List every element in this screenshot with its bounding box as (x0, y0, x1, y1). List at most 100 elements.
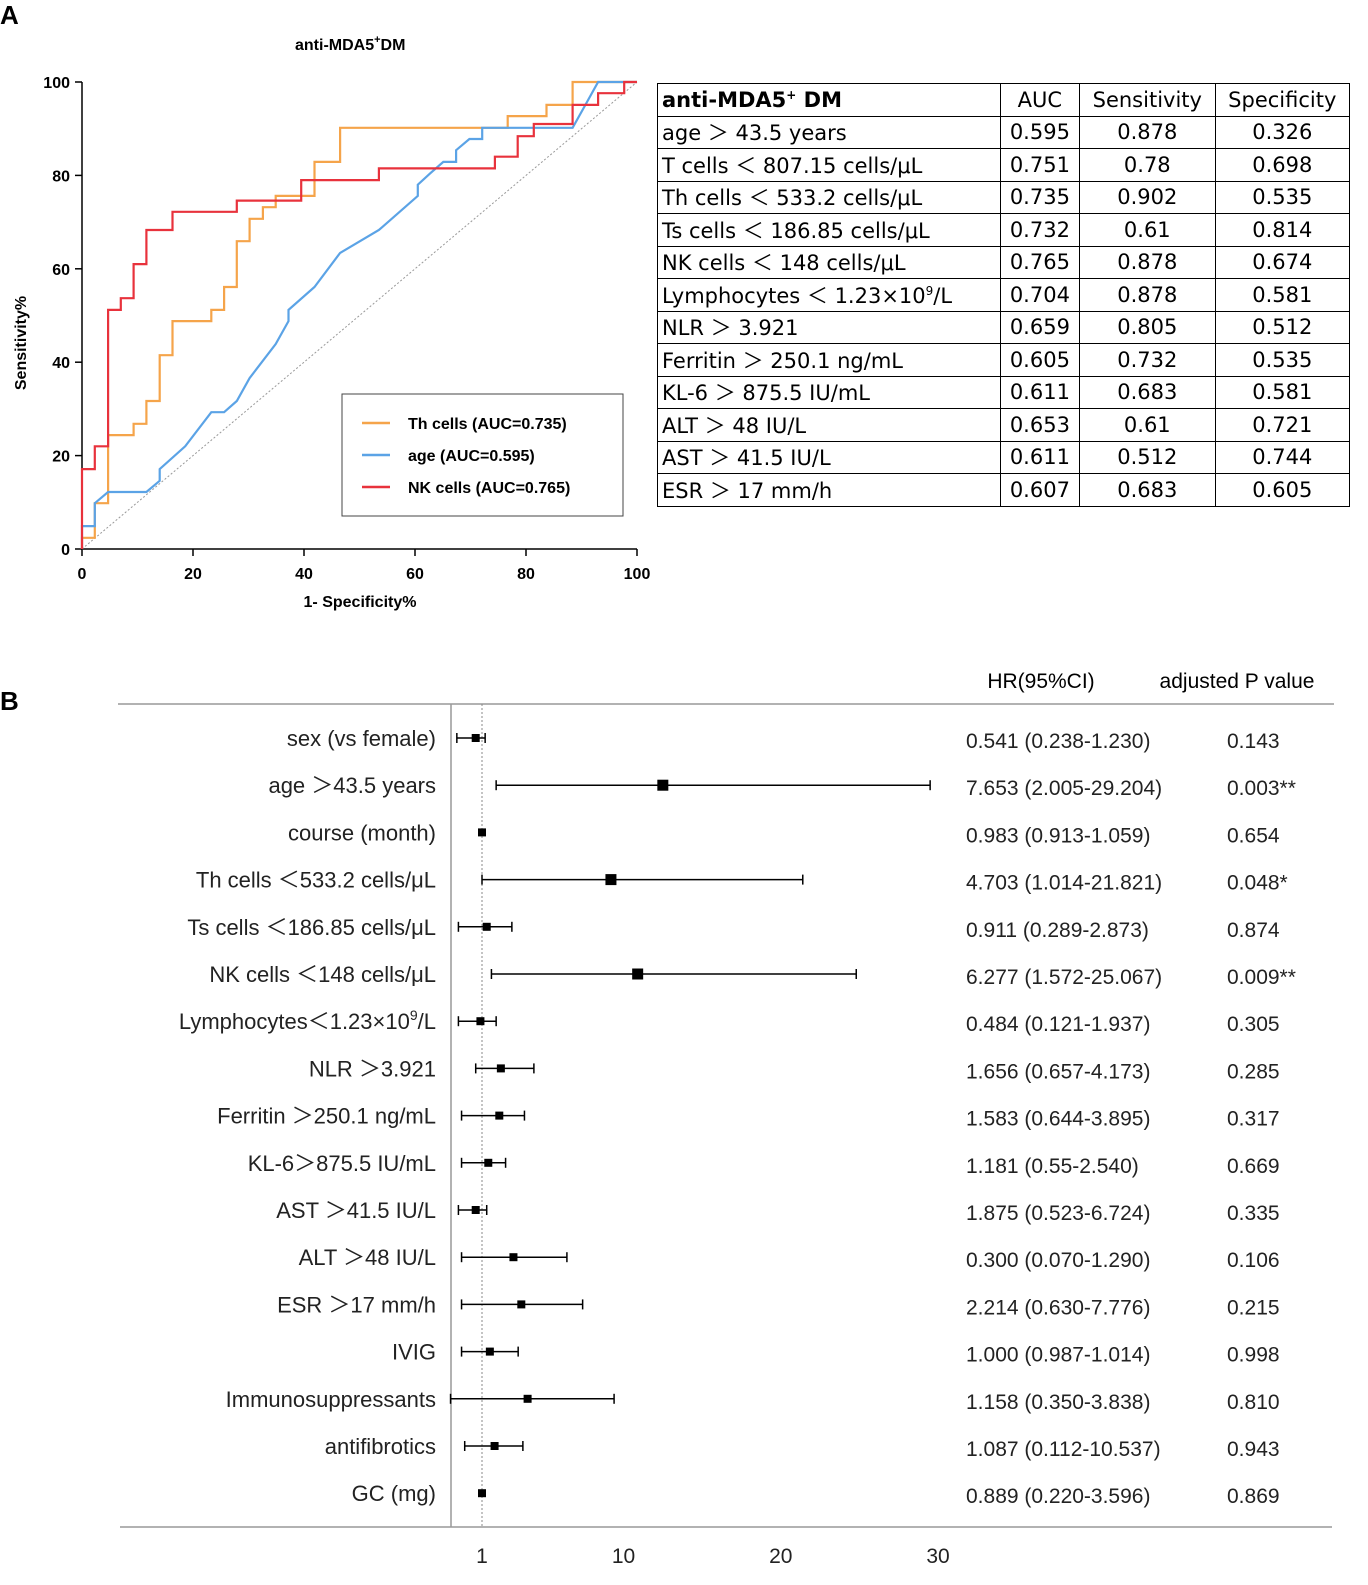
roc-x-axis-label: 1- Specificity% (304, 594, 417, 611)
roc-table-cell-auc: 0.659 (999, 310, 1080, 344)
roc-table-cell-specificity: 0.605 (1214, 473, 1351, 507)
roc-y-tick-label: 40 (52, 355, 70, 372)
roc-table-cell-sensitivity: 0.732 (1078, 343, 1216, 377)
roc-table-cell-sensitivity: 0.878 (1078, 245, 1216, 279)
forest-axis: 1 10 20 30 (476, 1545, 950, 1568)
roc-table-cell-specificity: 0.744 (1214, 440, 1351, 474)
forest-hr-value: 1.087 (0.112-10.537) (966, 1438, 1161, 1461)
forest-x-tick-label: 10 (612, 1545, 635, 1568)
roc-y-tick-label: 0 (61, 542, 70, 559)
roc-table-header-specificity: Specificity (1214, 83, 1351, 117)
roc-table-cell-specificity: 0.721 (1214, 408, 1351, 442)
forest-point-estimate (490, 1442, 499, 1450)
roc-table-cell-auc: 0.653 (999, 408, 1080, 442)
roc-table-row: T cells ＜ 807.15 cells/μL 0.751 0.78 0.698 (657, 148, 1351, 182)
forest-row: course (month) 0.983 (0.913-1.059) 0.654 (288, 820, 1280, 847)
roc-table-cell-sensitivity: 0.61 (1078, 408, 1216, 442)
forest-row: sex (vs female) 0.541 (0.238-1.230) 0.143 (287, 726, 1280, 753)
forest-hr-value: 0.541 (0.238-1.230) (966, 730, 1150, 753)
forest-hr-value: 2.214 (0.630-7.776) (966, 1296, 1150, 1319)
forest-p-value: 0.009** (1227, 966, 1296, 989)
forest-row-label: Th cells ＜533.2 cells/μL (196, 868, 436, 893)
forest-row-label: Immunosuppressants (226, 1387, 436, 1412)
roc-table-cell-sensitivity: 0.805 (1078, 310, 1216, 344)
roc-table-row: Th cells ＜ 533.2 cells/μL 0.735 0.902 0.535 (657, 180, 1351, 214)
forest-row-label: Ts cells ＜186.85 cells/μL (187, 915, 436, 940)
forest-p-value: 0.874 (1227, 919, 1280, 942)
roc-y-tick-label: 60 (52, 262, 70, 279)
forest-hr-value: 1.875 (0.523-6.724) (966, 1202, 1150, 1225)
roc-title: anti-MDA5+DM (295, 34, 405, 54)
roc-table-cell-variable: ALT ＞ 48 IU/L (657, 408, 1001, 442)
roc-table-cell-sensitivity: 0.61 (1078, 213, 1216, 247)
forest-point-estimate (485, 1347, 494, 1356)
forest-row-label: KL-6＞875.5 IU/mL (248, 1151, 436, 1176)
roc-table-cell-variable: KL-6 ＞ 875.5 IU/mL (657, 375, 1001, 409)
roc-table-cell-auc: 0.611 (999, 375, 1080, 409)
roc-table-cell-sensitivity: 0.878 (1078, 278, 1216, 312)
roc-table-cell-variable: ESR ＞ 17 mm/h (657, 473, 1001, 507)
roc-y-tick-label: 20 (52, 449, 70, 466)
roc-y-tick-label: 80 (52, 168, 70, 185)
roc-table-header-row: anti-MDA5+ DM AUC Sensitivity Specificit… (657, 83, 1351, 117)
forest-row-label: Lymphocytes＜1.23×109/L (179, 1007, 436, 1034)
roc-table-cell-auc: 0.735 (999, 180, 1080, 214)
roc-table-row: AST ＞ 41.5 IU/L 0.611 0.512 0.744 (657, 440, 1351, 474)
forest-frame (118, 703, 1334, 1528)
forest-p-value: 0.215 (1227, 1296, 1280, 1319)
roc-table-cell-sensitivity: 0.683 (1078, 473, 1216, 507)
forest-hr-value: 0.889 (0.220-3.596) (966, 1485, 1150, 1508)
forest-row-label: AST ＞41.5 IU/L (276, 1198, 436, 1223)
forest-row: ALT ＞48 IU/L 0.300 (0.070-1.290) 0.106 (299, 1245, 1280, 1272)
forest-row-label: NLR ＞3.921 (309, 1056, 436, 1081)
roc-table-row: KL-6 ＞ 875.5 IU/mL 0.611 0.683 0.581 (657, 375, 1351, 409)
forest-x-tick-label: 30 (926, 1545, 949, 1568)
forest-row: Immunosuppressants 1.158 (0.350-3.838) 0.8… (226, 1387, 1280, 1414)
roc-legend-label: age (AUC=0.595) (408, 448, 535, 465)
forest-x-tick-label: 20 (769, 1545, 792, 1568)
panel-b-label: B (0, 686, 19, 716)
forest-row: Th cells ＜533.2 cells/μL 4.703 (1.014-21.… (196, 868, 1288, 895)
roc-table-header-auc: AUC (999, 83, 1080, 117)
roc-table-cell-specificity: 0.581 (1214, 278, 1351, 312)
forest-col-p-header: adjusted P value (1160, 670, 1315, 693)
forest-p-value: 0.143 (1227, 730, 1280, 753)
forest-p-value: 0.810 (1227, 1391, 1280, 1414)
roc-table-cell-specificity: 0.698 (1214, 148, 1351, 182)
roc-table-cell-sensitivity: 0.878 (1078, 115, 1216, 149)
forest-p-value: 0.106 (1227, 1249, 1280, 1272)
forest-row: NLR ＞3.921 1.656 (0.657-4.173) 0.285 (309, 1056, 1280, 1083)
forest-p-value: 0.669 (1227, 1155, 1280, 1178)
roc-table-cell-specificity: 0.535 (1214, 343, 1351, 377)
roc-table: anti-MDA5+ DM AUC Sensitivity Specificit… (657, 83, 1351, 507)
forest-p-value: 0.048* (1227, 872, 1288, 895)
forest-point-estimate (495, 1111, 504, 1120)
forest-row-label: Ferritin ＞250.1 ng/mL (217, 1104, 436, 1129)
forest-point-estimate (478, 1489, 486, 1498)
forest-row-label: ALT ＞48 IU/L (299, 1245, 436, 1270)
forest-hr-value: 0.911 (0.289-2.873) (966, 919, 1149, 942)
forest-hr-value: 0.300 (0.070-1.290) (966, 1249, 1150, 1272)
roc-series-line (80, 80, 637, 549)
forest-point-estimate (471, 1206, 480, 1214)
roc-table-cell-variable: Lymphocytes ＜ 1.23×109/L (657, 278, 1001, 312)
roc-y-tick-label: 100 (43, 75, 70, 92)
forest-row-label-suffix: /L (418, 1009, 436, 1034)
forest-point-estimate (496, 1064, 505, 1073)
forest-row: GC (mg) 0.889 (0.220-3.596) 0.869 (352, 1481, 1280, 1508)
roc-table-cell-auc: 0.607 (999, 473, 1080, 507)
roc-table-cell-sensitivity: 0.902 (1078, 180, 1216, 214)
forest-point-estimate (484, 1158, 493, 1167)
roc-legend-label: NK cells (AUC=0.765) (408, 480, 570, 497)
roc-x-tick-label: 80 (517, 566, 535, 583)
forest-row-label: NK cells ＜148 cells/μL (209, 962, 436, 987)
forest-p-value: 0.943 (1227, 1438, 1280, 1461)
roc-x-tick-label: 0 (78, 566, 87, 583)
forest-p-value: 0.305 (1227, 1013, 1280, 1036)
forest-row-label: antifibrotics (325, 1434, 436, 1459)
forest-row-label-text: Lymphocytes＜1.23×10 (179, 1009, 410, 1034)
roc-chart: anti-MDA5+DM 0 20 40 60 80 100 0 20 40 60 80 100 Th… (13, 34, 650, 611)
forest-col-hr-header: HR(95%CI) (987, 670, 1094, 693)
roc-y-axis-label: Sensitivity% (13, 296, 30, 390)
roc-table-cell-sensitivity: 0.683 (1078, 375, 1216, 409)
